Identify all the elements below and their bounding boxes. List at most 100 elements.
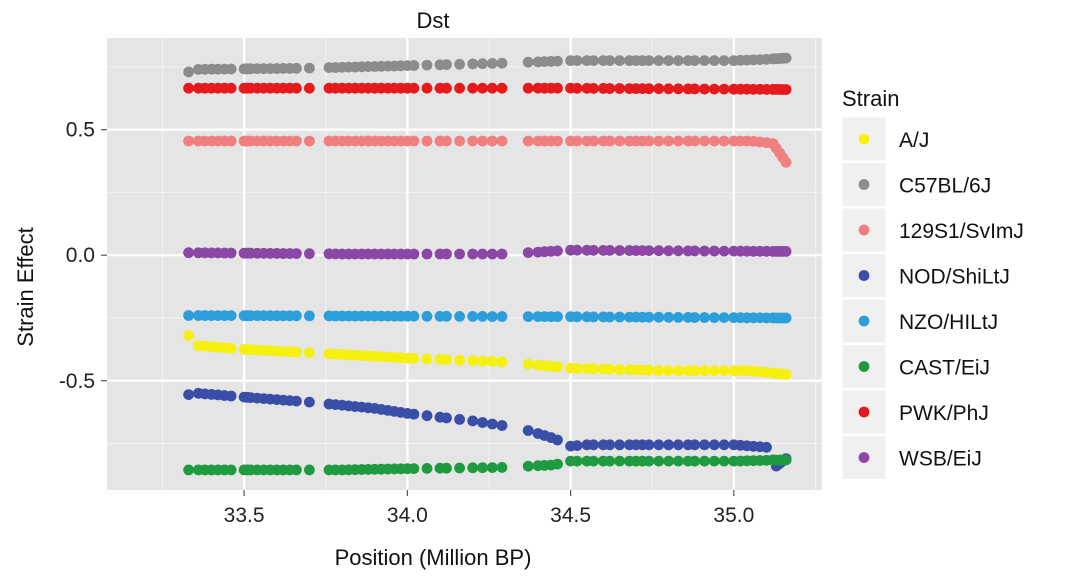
y-tick-label: -0.5 bbox=[59, 370, 95, 393]
data-point bbox=[653, 455, 665, 467]
legend-label: C57BL/6J bbox=[899, 175, 991, 198]
data-point bbox=[663, 439, 674, 451]
data-point bbox=[643, 364, 655, 376]
x-axis-title: Position (Million BP) bbox=[335, 545, 532, 570]
data-point bbox=[672, 455, 684, 467]
data-point bbox=[780, 156, 792, 168]
legend-swatch bbox=[858, 406, 870, 418]
series-c57bl-6j bbox=[183, 52, 792, 78]
data-point bbox=[183, 66, 195, 78]
data-point bbox=[408, 310, 420, 322]
data-point bbox=[291, 135, 302, 147]
data-point bbox=[183, 330, 195, 341]
data-point bbox=[643, 135, 655, 147]
data-point bbox=[408, 82, 420, 94]
data-point bbox=[689, 135, 701, 147]
data-point bbox=[588, 455, 599, 467]
plot-panel bbox=[107, 38, 822, 490]
data-point bbox=[441, 248, 452, 260]
y-axis-title: Strain Effect bbox=[13, 227, 38, 346]
data-point bbox=[441, 310, 452, 322]
data-point bbox=[604, 55, 616, 66]
data-point bbox=[421, 310, 433, 322]
data-point bbox=[477, 462, 488, 474]
data-point bbox=[496, 82, 508, 94]
data-point bbox=[477, 355, 488, 367]
legend-label: CAST/EiJ bbox=[899, 357, 990, 380]
data-point bbox=[441, 462, 452, 474]
data-point bbox=[614, 83, 625, 94]
data-point bbox=[571, 135, 583, 147]
data-point bbox=[486, 58, 498, 69]
data-point bbox=[643, 245, 655, 256]
data-point bbox=[225, 135, 237, 147]
data-point bbox=[614, 135, 625, 147]
data-point bbox=[467, 311, 479, 322]
data-point bbox=[663, 135, 674, 147]
data-point bbox=[689, 439, 701, 451]
data-point bbox=[552, 55, 563, 67]
data-point bbox=[454, 354, 465, 366]
data-point bbox=[780, 454, 792, 466]
legend-label: NOD/ShiLtJ bbox=[899, 266, 1010, 289]
data-point bbox=[653, 83, 665, 95]
data-point bbox=[718, 135, 730, 147]
data-point bbox=[454, 414, 465, 425]
data-point bbox=[408, 463, 420, 474]
data-point bbox=[718, 55, 730, 66]
data-point bbox=[421, 410, 433, 422]
data-point bbox=[672, 439, 684, 451]
series-wsb-eij bbox=[183, 244, 792, 260]
data-point bbox=[643, 55, 655, 66]
data-point bbox=[421, 248, 433, 260]
data-point bbox=[408, 248, 420, 260]
data-point bbox=[708, 439, 720, 451]
data-point bbox=[653, 365, 665, 376]
data-point bbox=[672, 365, 684, 377]
data-point bbox=[486, 462, 498, 473]
data-point bbox=[291, 248, 302, 259]
data-point bbox=[225, 310, 237, 321]
x-tick-label: 35.0 bbox=[713, 504, 754, 527]
data-point bbox=[183, 247, 195, 259]
data-point bbox=[780, 312, 792, 324]
legend-label: WSB/EiJ bbox=[899, 448, 982, 471]
data-point bbox=[225, 63, 237, 75]
legend-swatch bbox=[858, 361, 870, 372]
data-point bbox=[689, 83, 701, 95]
data-point bbox=[699, 55, 710, 66]
data-point bbox=[467, 135, 479, 147]
data-point bbox=[552, 434, 563, 446]
data-point bbox=[663, 83, 674, 95]
data-point bbox=[699, 83, 710, 95]
data-point bbox=[672, 83, 684, 95]
data-point bbox=[304, 396, 315, 408]
data-point bbox=[304, 62, 315, 74]
data-point bbox=[183, 82, 195, 94]
data-point bbox=[486, 135, 498, 147]
data-point bbox=[614, 455, 625, 467]
data-point bbox=[571, 82, 583, 94]
grid-lines bbox=[107, 38, 822, 490]
data-point bbox=[304, 310, 315, 322]
data-point bbox=[604, 245, 616, 256]
axes: 33.5 34.0 34.5 35.0 0.5 0.0 -0.5 bbox=[59, 119, 754, 527]
data-point bbox=[571, 55, 583, 66]
data-point bbox=[689, 455, 701, 467]
data-point bbox=[477, 135, 488, 147]
data-point bbox=[496, 420, 508, 431]
data-point bbox=[225, 82, 237, 94]
data-point bbox=[522, 247, 534, 258]
x-tick-label: 33.5 bbox=[224, 504, 265, 527]
data-point bbox=[653, 439, 665, 451]
data-point bbox=[304, 248, 315, 260]
chart-title: Dst bbox=[417, 8, 450, 33]
data-point bbox=[496, 311, 508, 322]
data-point bbox=[522, 135, 534, 147]
data-point bbox=[588, 439, 599, 451]
data-point bbox=[467, 58, 479, 70]
data-point bbox=[467, 355, 479, 367]
data-point bbox=[718, 365, 730, 377]
legend-label: 129S1/SvImJ bbox=[899, 220, 1024, 243]
